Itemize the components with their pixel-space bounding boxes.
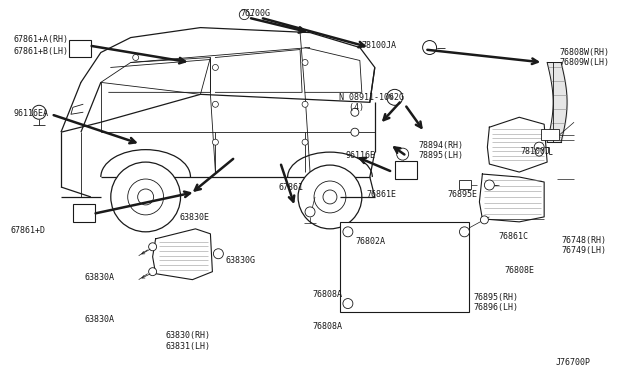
Circle shape (535, 148, 543, 156)
Text: N 08911-1062G: N 08911-1062G (339, 93, 404, 102)
FancyBboxPatch shape (395, 161, 417, 179)
FancyBboxPatch shape (460, 180, 472, 189)
Text: (4): (4) (339, 103, 364, 112)
Circle shape (212, 139, 218, 145)
Circle shape (239, 10, 249, 20)
Text: 67861+A(RH): 67861+A(RH) (14, 35, 69, 44)
Text: 96116EA: 96116EA (14, 109, 49, 118)
Text: 96116E: 96116E (346, 151, 376, 160)
Circle shape (351, 108, 359, 116)
Circle shape (298, 165, 362, 229)
Circle shape (138, 189, 154, 205)
Circle shape (387, 89, 403, 105)
Circle shape (343, 299, 353, 308)
Circle shape (323, 190, 337, 204)
Text: 76895E: 76895E (447, 190, 477, 199)
Text: 76861C: 76861C (499, 231, 529, 241)
Circle shape (148, 268, 157, 276)
Circle shape (128, 179, 164, 215)
Circle shape (148, 243, 157, 251)
Text: 63830A: 63830A (84, 315, 114, 324)
Text: 67861: 67861 (278, 183, 303, 192)
Text: 67861+D: 67861+D (11, 226, 45, 235)
Text: 76700G: 76700G (240, 9, 270, 18)
Circle shape (481, 216, 488, 224)
Text: 76896(LH): 76896(LH) (473, 303, 518, 312)
Circle shape (212, 101, 218, 107)
Circle shape (314, 181, 346, 213)
Text: 76809W(LH): 76809W(LH) (559, 58, 609, 67)
Circle shape (32, 105, 46, 119)
Circle shape (422, 41, 436, 54)
Text: 76808E: 76808E (505, 266, 535, 275)
Circle shape (212, 64, 218, 70)
Text: 63831(LH): 63831(LH) (166, 341, 211, 350)
Text: 76808A: 76808A (312, 321, 342, 331)
Text: 67861+B(LH): 67861+B(LH) (14, 47, 69, 56)
Circle shape (111, 162, 180, 232)
Text: 76748(RH): 76748(RH) (561, 236, 606, 246)
Text: 63830(RH): 63830(RH) (166, 331, 211, 340)
Text: 63830A: 63830A (84, 273, 114, 282)
FancyBboxPatch shape (340, 222, 469, 311)
FancyBboxPatch shape (541, 129, 559, 140)
Circle shape (460, 227, 469, 237)
Text: 63830E: 63830E (180, 213, 210, 222)
Text: 78894(RH): 78894(RH) (419, 141, 464, 150)
Text: J76700P: J76700P (556, 357, 591, 366)
Text: 76895(RH): 76895(RH) (473, 293, 518, 302)
Text: 78100J: 78100J (521, 147, 551, 156)
Text: N: N (387, 94, 393, 100)
Circle shape (213, 249, 223, 259)
Text: 78100JA: 78100JA (362, 41, 396, 51)
Circle shape (305, 207, 315, 217)
Text: 63830G: 63830G (226, 256, 255, 265)
Text: 76861E: 76861E (367, 190, 397, 199)
Circle shape (484, 180, 494, 190)
Circle shape (132, 54, 139, 61)
Circle shape (302, 139, 308, 145)
FancyBboxPatch shape (73, 204, 95, 222)
Circle shape (302, 101, 308, 107)
FancyBboxPatch shape (69, 39, 91, 58)
Circle shape (343, 227, 353, 237)
Text: 76808W(RH): 76808W(RH) (559, 48, 609, 57)
Text: 78895(LH): 78895(LH) (419, 151, 464, 160)
Text: 76802A: 76802A (356, 237, 386, 246)
Circle shape (302, 60, 308, 65)
Circle shape (397, 148, 409, 160)
Text: 76749(LH): 76749(LH) (561, 246, 606, 255)
Circle shape (351, 128, 359, 136)
Circle shape (534, 142, 544, 152)
Text: 76808A: 76808A (312, 290, 342, 299)
